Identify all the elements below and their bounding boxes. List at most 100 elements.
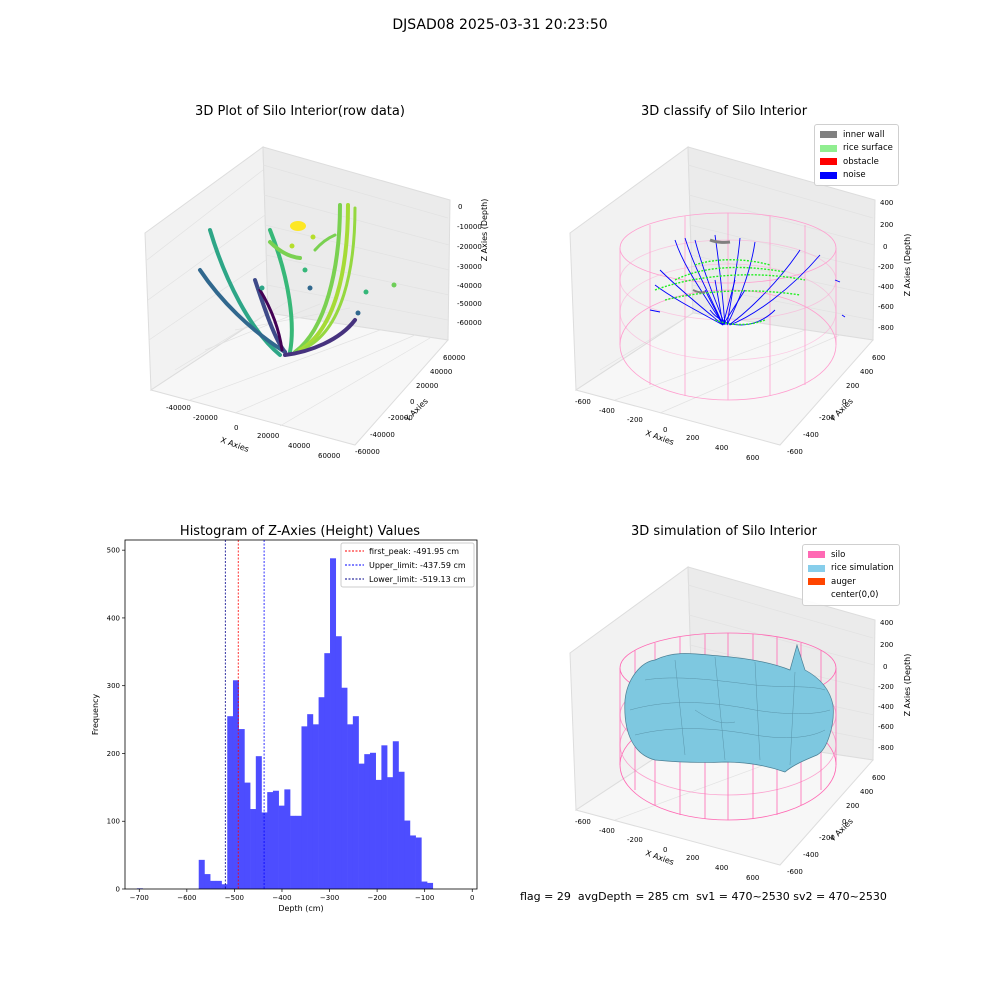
- classify-3d-plot: -600 -400 -200 0 200 400 600 -600 -400 -…: [569, 146, 912, 460]
- classify-z-tick: 200: [880, 221, 893, 229]
- classify-x-ticks: -600 -400 -200 0 200 400 600: [575, 398, 759, 460]
- raw-y-tick: 20000: [416, 382, 438, 390]
- simulation-z-tick: -600: [878, 723, 894, 731]
- classify-z-tick: 400: [880, 199, 893, 207]
- status-line: flag = 29 avgDepth = 285 cm sv1 = 470~25…: [520, 890, 887, 903]
- simulation-x-label: X Axies: [644, 848, 675, 867]
- raw-y-tick: -40000: [370, 431, 395, 439]
- legend-entry-center: center(0,0): [808, 589, 894, 603]
- histogram-bar: [290, 815, 297, 889]
- classify-x-label: X Axies: [644, 428, 675, 447]
- histogram-bar: [227, 716, 234, 889]
- raw-point: [310, 234, 316, 240]
- histogram-x-tick-label: −700: [130, 894, 149, 902]
- simulation-x-ticks: -600 -400 -200 0 200 400 600: [575, 818, 759, 880]
- histogram-x-tick-label: −500: [225, 894, 244, 902]
- legend-label: rice simulation: [831, 563, 894, 574]
- raw-x-tick: 20000: [257, 432, 279, 440]
- histogram-y-tick-label: 100: [107, 818, 120, 826]
- classify-x-tick: -200: [627, 416, 643, 424]
- histogram-bar: [330, 558, 337, 889]
- simulation-y-tick: 0: [842, 818, 846, 826]
- status-sv1: sv1 = 470~2530: [696, 890, 790, 903]
- classify-rice-surface-points: [654, 259, 806, 326]
- simulation-y-tick: -600: [787, 868, 803, 876]
- raw-z-tick: -60000: [457, 319, 482, 327]
- legend-swatch: [820, 144, 837, 152]
- histogram-bar: [307, 714, 314, 889]
- raw-curve-5: [293, 203, 342, 354]
- legend-swatch: [808, 578, 825, 586]
- raw-x-tick: -40000: [166, 404, 191, 412]
- histogram-bar: [261, 812, 268, 889]
- histogram-bar: [198, 859, 205, 889]
- legend-swatch: [820, 171, 837, 179]
- status-avg-depth: avgDepth = 285 cm: [577, 890, 690, 903]
- legend-label: inner wall: [843, 129, 885, 140]
- classify-y-ticks: -600 -400 -200 0 200 400 600: [787, 354, 885, 456]
- histogram-bar: [324, 653, 331, 889]
- histogram-x-tick-label: −100: [415, 894, 434, 902]
- histogram-bar: [387, 777, 394, 889]
- histogram-bar: [375, 779, 382, 889]
- simulation-x-tick: -400: [599, 827, 615, 835]
- histogram-bar: [409, 835, 416, 889]
- raw-point: [363, 289, 369, 295]
- histogram-x-label: Depth (cm): [278, 904, 323, 913]
- classify-z-tick: 0: [883, 243, 887, 251]
- legend-entry-noise: noise: [820, 169, 893, 183]
- legend-label: noise: [843, 170, 866, 181]
- figure-title: DJSAD08 2025-03-31 20:23:50: [392, 17, 608, 33]
- histogram-x-tick-label: −300: [320, 894, 339, 902]
- simulation-rice-surface: [624, 643, 834, 773]
- histogram-bar: [301, 726, 308, 889]
- histogram-y-ticks: 0 100 200 300 400 500: [107, 547, 125, 894]
- classify-y-tick: -600: [787, 448, 803, 456]
- histogram-bars: [136, 558, 434, 889]
- simulation-z-label: Z Axies (Depth): [903, 654, 912, 717]
- legend-swatch: [820, 131, 837, 139]
- simulation-x-tick: 200: [686, 854, 699, 862]
- legend-entry-auger: auger: [808, 575, 894, 589]
- histogram-bar: [221, 884, 228, 889]
- legend-swatch: [808, 564, 825, 572]
- raw-y-tick: -20000: [388, 414, 413, 422]
- legend-label-first-peak: first_peak: -491.95 cm: [369, 547, 459, 556]
- histogram-x-tick-label: −600: [177, 894, 196, 902]
- histogram-bar: [364, 754, 371, 889]
- histogram-bar: [347, 724, 354, 889]
- histogram-frame: [124, 539, 478, 890]
- histogram-bar: [204, 874, 211, 889]
- histogram-x-ticks: −700 −600 −500 −400 −300 −200 −100 0: [130, 889, 474, 902]
- histogram-bar: [369, 752, 376, 889]
- histogram-y-tick-label: 300: [107, 682, 120, 690]
- histogram-bar: [398, 771, 405, 889]
- legend-label-upper-limit: Upper_limit: -437.59 cm: [369, 561, 466, 570]
- histogram-y-tick-label: 0: [116, 886, 120, 894]
- simulation-legend: silo rice simulation auger center(0,0): [802, 544, 900, 606]
- histogram-legend: first_peak: -491.95 cm Upper_limit: -437…: [340, 542, 475, 588]
- classify-y-tick: 600: [872, 354, 885, 362]
- legend-entry-inner-wall: inner wall: [820, 128, 893, 142]
- raw-y-tick: 0: [410, 398, 414, 406]
- histogram-bar: [404, 820, 411, 889]
- raw-curve-6: [298, 203, 350, 352]
- raw-x-ticks: -40000 -20000 0 20000 40000 60000: [166, 404, 340, 460]
- raw-point: [259, 285, 265, 291]
- classify-z-tick: -400: [878, 283, 894, 291]
- simulation-plot-title: 3D simulation of Silo Interior: [631, 524, 817, 539]
- raw-point: [355, 310, 361, 316]
- raw-x-tick: -20000: [193, 414, 218, 422]
- raw-curve-11: [313, 233, 337, 252]
- classify-x-tick: -600: [575, 398, 591, 406]
- legend-label: rice surface: [843, 143, 893, 154]
- classify-noise-points: [649, 234, 846, 326]
- histogram-bar: [244, 782, 251, 889]
- raw-z-tick: -40000: [457, 282, 482, 290]
- classify-plot-title: 3D classify of Silo Interior: [640, 104, 808, 119]
- raw-curve-9: [258, 288, 284, 352]
- simulation-x-tick: -600: [575, 818, 591, 826]
- histogram-bar: [215, 880, 222, 889]
- raw-point-cluster: [290, 221, 306, 231]
- legend-entry-rice-simulation: rice simulation: [808, 562, 894, 576]
